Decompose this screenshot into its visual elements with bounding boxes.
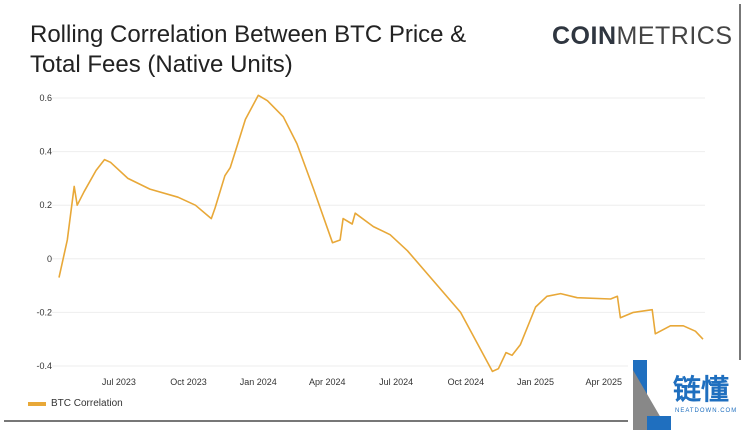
- x-tick-label: Jan 2024: [240, 377, 277, 387]
- y-tick-label: 0.6: [39, 93, 52, 103]
- x-tick-label: Jul 2023: [102, 377, 136, 387]
- y-tick-label: 0.4: [39, 147, 52, 157]
- x-tick-label: Oct 2023: [170, 377, 207, 387]
- frame-border: [4, 4, 741, 422]
- x-tick-label: Oct 2024: [448, 377, 485, 387]
- x-tick-label: Apr 2024: [309, 377, 346, 387]
- legend: BTC Correlation: [28, 398, 123, 409]
- x-tick-label: Jan 2025: [517, 377, 554, 387]
- neatdown-watermark: 链懂 NEATDOWN.COM: [628, 360, 750, 430]
- coinmetrics-logo: COINMETRICS: [552, 22, 733, 51]
- watermark-cn: 链懂: [673, 373, 730, 406]
- x-tick-label: Jul 2024: [379, 377, 413, 387]
- logo-bold: COIN: [552, 22, 617, 50]
- y-tick-label: -0.4: [36, 361, 52, 371]
- logo-light: METRICS: [616, 22, 733, 50]
- y-tick-label: 0.2: [39, 200, 52, 210]
- watermark-l-logo-icon: [633, 360, 671, 430]
- legend-swatch: [28, 401, 46, 406]
- y-tick-label: -0.2: [36, 307, 52, 317]
- series-line-btc-correlation: [58, 94, 704, 373]
- legend-label: BTC Correlation: [51, 398, 123, 409]
- y-tick-label: 0: [47, 254, 52, 264]
- x-tick-label: Apr 2025: [585, 377, 622, 387]
- watermark-en: NEATDOWN.COM: [675, 408, 738, 414]
- chart-title: Rolling Correlation Between BTC Price & …: [30, 21, 467, 78]
